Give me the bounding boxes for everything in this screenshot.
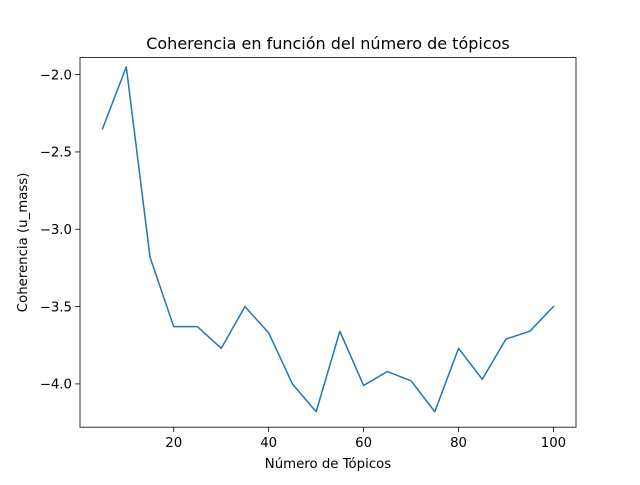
x-tick-label: 100	[541, 436, 566, 451]
y-tick-label: −3.0	[40, 223, 72, 238]
y-tick-label: −2.0	[40, 68, 72, 83]
axis-ticks: 20 40 60 80 100 −4.0 −3.5 −3.0 −2.5 −2.0	[40, 68, 566, 451]
y-axis-label: Coherencia (u_mass)	[16, 173, 31, 313]
y-tick-label: −4.0	[40, 378, 72, 393]
x-tick-label: 60	[355, 436, 372, 451]
series-line	[101, 66, 555, 413]
x-tick-label: 20	[165, 436, 182, 451]
plot-area	[101, 66, 555, 413]
x-tick-label: 80	[450, 436, 467, 451]
y-tick-label: −2.5	[40, 146, 72, 161]
x-tick-label: 40	[260, 436, 277, 451]
y-tick-label: −3.5	[40, 300, 72, 315]
chart-title: Coherencia en función del número de tópi…	[146, 34, 510, 53]
x-axis-label: Número de Tópicos	[265, 456, 391, 472]
axes-frame	[79, 57, 577, 428]
